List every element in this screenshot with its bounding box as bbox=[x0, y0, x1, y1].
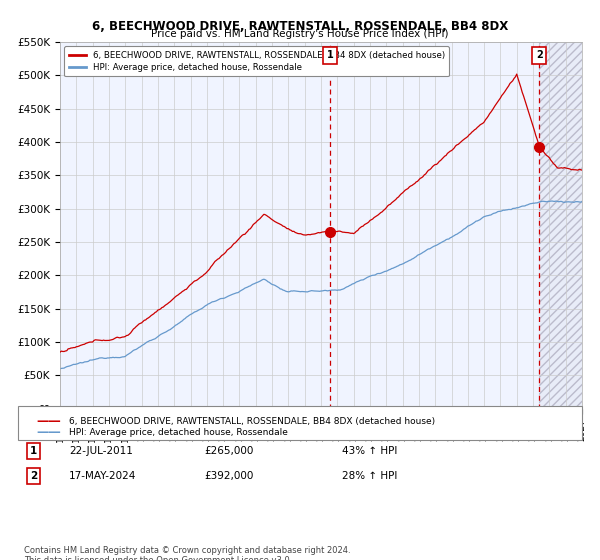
Text: Price paid vs. HM Land Registry's House Price Index (HPI): Price paid vs. HM Land Registry's House … bbox=[151, 29, 449, 39]
Text: £265,000: £265,000 bbox=[204, 446, 253, 456]
Text: 6, BEECHWOOD DRIVE, RAWTENSTALL, ROSSENDALE, BB4 8DX (detached house): 6, BEECHWOOD DRIVE, RAWTENSTALL, ROSSEND… bbox=[69, 417, 435, 426]
Text: ——: —— bbox=[36, 426, 61, 439]
Bar bbox=[539, 42, 582, 409]
Text: 22-JUL-2011: 22-JUL-2011 bbox=[69, 446, 133, 456]
Text: 1: 1 bbox=[326, 50, 334, 60]
Text: £392,000: £392,000 bbox=[204, 471, 253, 481]
Legend: 6, BEECHWOOD DRIVE, RAWTENSTALL, ROSSENDALE, BB4 8DX (detached house), HPI: Aver: 6, BEECHWOOD DRIVE, RAWTENSTALL, ROSSEND… bbox=[64, 46, 449, 76]
Text: HPI: Average price, detached house, Rossendale: HPI: Average price, detached house, Ross… bbox=[69, 428, 288, 437]
Text: Contains HM Land Registry data © Crown copyright and database right 2024.
This d: Contains HM Land Registry data © Crown c… bbox=[24, 546, 350, 560]
Bar bbox=[539, 42, 582, 409]
Text: 17-MAY-2024: 17-MAY-2024 bbox=[69, 471, 136, 481]
Text: 43% ↑ HPI: 43% ↑ HPI bbox=[342, 446, 397, 456]
Text: ——: —— bbox=[36, 415, 61, 428]
Text: 28% ↑ HPI: 28% ↑ HPI bbox=[342, 471, 397, 481]
Text: 2: 2 bbox=[30, 471, 37, 481]
Text: 1: 1 bbox=[30, 446, 37, 456]
Text: 6, BEECHWOOD DRIVE, RAWTENSTALL, ROSSENDALE, BB4 8DX: 6, BEECHWOOD DRIVE, RAWTENSTALL, ROSSEND… bbox=[92, 20, 508, 32]
Text: 2: 2 bbox=[536, 50, 542, 60]
